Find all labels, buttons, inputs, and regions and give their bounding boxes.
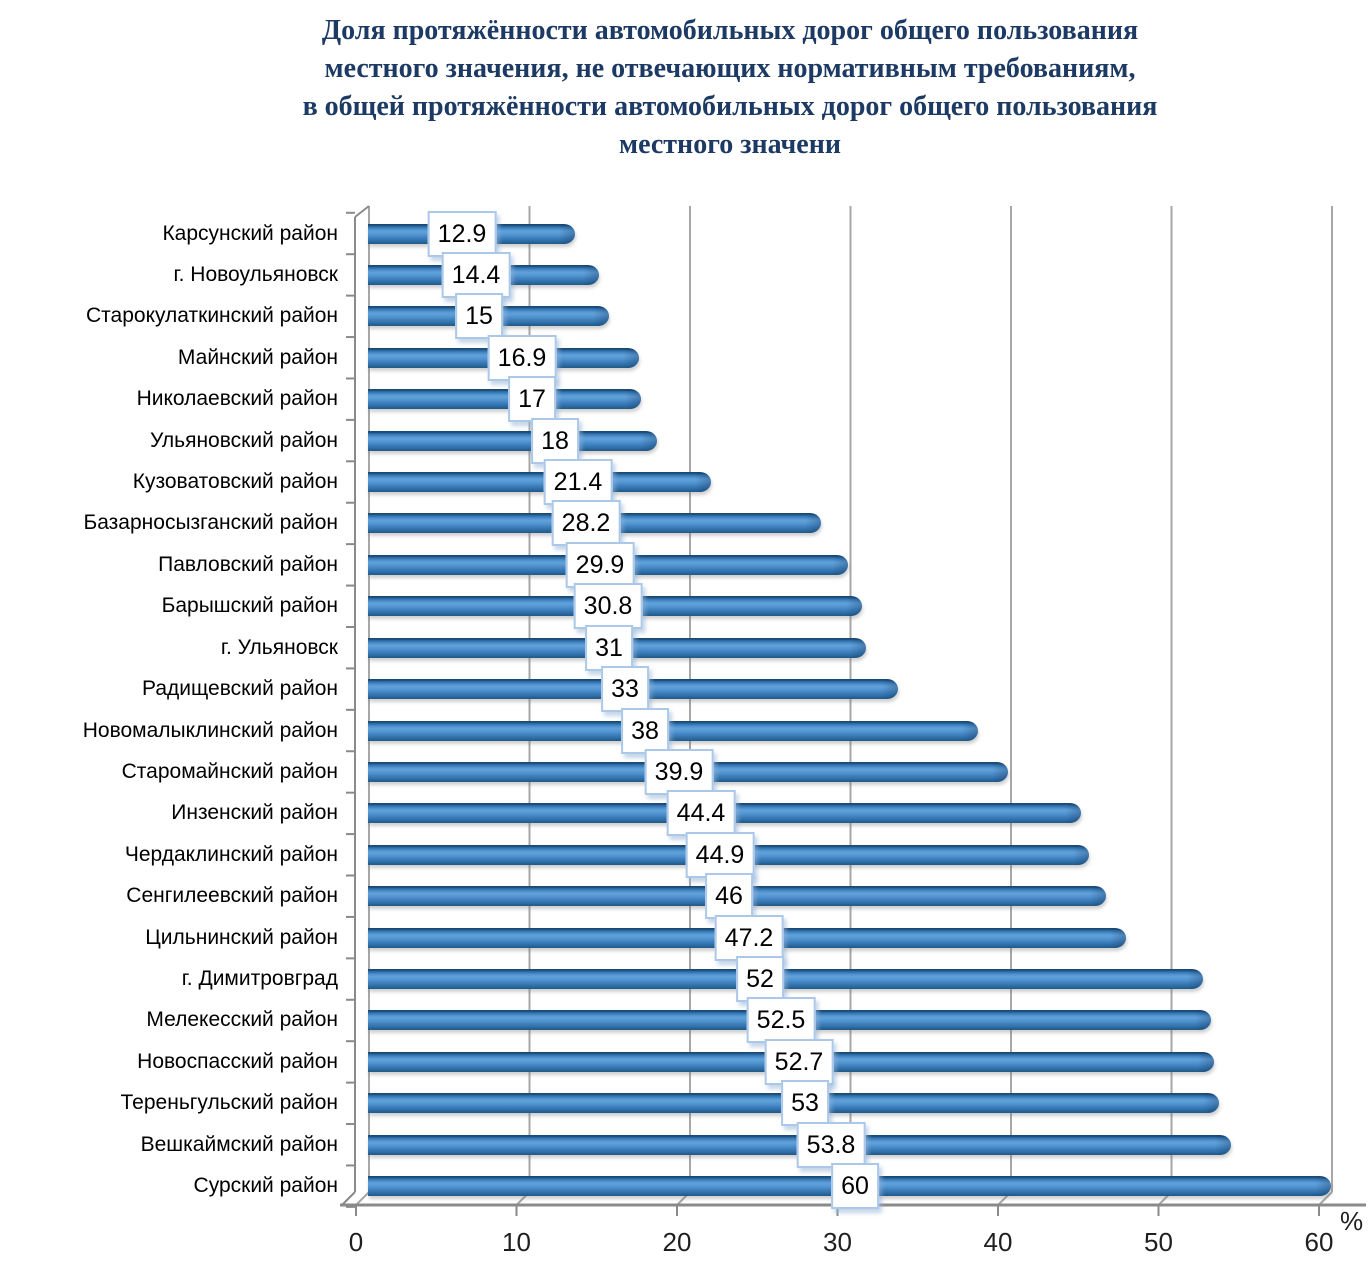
bar [368,720,978,741]
value-label: 33 [601,666,649,713]
value-label: 14.4 [441,251,511,298]
x-axis-tick-label: 60 [1304,1227,1334,1257]
bar-end-cap [559,223,576,244]
value-label: 31 [585,624,633,671]
value-label: 46 [705,873,753,920]
gridline-foot [1318,1191,1333,1206]
value-label: 53 [781,1080,829,1127]
value-label: 18 [531,417,579,464]
bar-end-cap [831,554,848,575]
bar-end-cap [881,679,898,700]
bar-end-cap [1090,886,1107,907]
x-axis-tick-label: 50 [1144,1227,1173,1257]
category-label: Старомайнский район [121,759,338,783]
category-label: Кузоватовский район [132,470,338,494]
category-label: Вешкаймский район [140,1132,338,1156]
x-axis-tick-label: 10 [502,1227,531,1257]
value-label: 17 [508,376,556,423]
chart-title-line-4: местного значени [619,129,841,160]
category-label: Павловский район [158,552,338,576]
value-label: 28.2 [551,500,621,547]
value-label: 21.4 [543,459,613,506]
value-label: 39.9 [644,748,714,795]
bar-end-cap [1186,969,1203,990]
x-axis-tick-label: 0 [348,1227,364,1257]
x-axis-tick-label: 20 [662,1227,692,1257]
value-label: 52 [736,956,784,1003]
category-label: Новомалыклинский район [82,718,338,742]
wall-top-edge [354,205,370,218]
bar-end-cap [1202,1093,1219,1114]
value-label: 15 [455,293,503,340]
bar [368,389,641,410]
category-label: Ульяновский район [149,428,338,452]
category-label: Майнский район [177,345,338,369]
value-label: 30.8 [573,583,643,630]
value-label: 12.9 [427,210,497,257]
value-label: 44.4 [666,790,736,837]
category-label: Николаевский район [136,387,338,411]
gridline-foot [355,1191,370,1206]
bar [368,969,1203,990]
value-label: 52.7 [764,1038,834,1085]
category-label: Новоспасский район [137,1049,338,1073]
value-label: 44.9 [685,831,755,878]
value-label: 38 [621,707,669,754]
chart-title-line-1: Доля протяжённости автомобильных дорог о… [321,15,1139,46]
category-label: Тереньгульский район [120,1091,338,1115]
category-label: Мелекесский район [146,1008,338,1032]
bar-end-cap [1072,844,1089,865]
bar-end-cap [640,430,657,451]
bar-end-cap [592,306,609,327]
value-label: 53.8 [796,1121,866,1168]
bar-end-cap [623,347,640,368]
x-axis-tick-label: 40 [983,1227,1013,1257]
bar-end-cap [1315,1176,1331,1197]
bar-end-cap [1109,927,1126,948]
bar-end-cap [1197,1051,1214,1072]
bar [368,430,657,451]
value-label: 47.2 [714,914,784,961]
bar-end-cap [583,264,600,285]
bar-end-cap [624,389,641,410]
y-axis-foot [341,1191,356,1206]
x-axis-tick-label: 30 [823,1227,852,1257]
bar [368,472,712,493]
bar-end-cap [1194,1010,1211,1031]
category-label: Сурский район [193,1174,338,1198]
category-label: г. Димитровград [181,967,338,991]
value-label: 52.5 [746,997,816,1044]
category-label: Карсунский район [162,221,338,245]
category-label: Барышский район [161,594,338,618]
bar-end-cap [961,720,978,741]
category-label: Радищевский район [142,677,338,701]
category-label: Сенгилеевский район [126,884,338,908]
chart-title-line-3: в общей протяжённости автомобильных доро… [302,91,1158,122]
bar-end-cap [1215,1134,1232,1155]
category-label: г. Ульяновск [220,635,338,659]
value-label: 29.9 [565,541,635,588]
category-label: г. Новоульяновск [173,262,338,286]
bar-end-cap [695,472,712,493]
category-label: Инзенский район [171,801,338,825]
value-label: 60 [831,1163,879,1210]
bar-end-cap [804,513,821,534]
bar-end-cap [1064,803,1081,824]
category-label: Базарносызганский район [83,511,338,535]
category-label: Старокулаткинский район [86,304,338,328]
bar-end-cap [992,761,1009,782]
chart-title: Доля протяжённости автомобильных дорог о… [95,12,1365,164]
bar-end-cap [846,596,863,617]
category-label: Чердаклинский район [124,842,338,866]
x-axis-unit-label: % [1340,1206,1364,1236]
value-label: 16.9 [487,334,557,381]
category-label: Цильнинский район [145,925,338,949]
chart-title-line-2: местного значения, не отвечающих нормати… [324,53,1136,84]
bar-end-cap [849,637,866,658]
